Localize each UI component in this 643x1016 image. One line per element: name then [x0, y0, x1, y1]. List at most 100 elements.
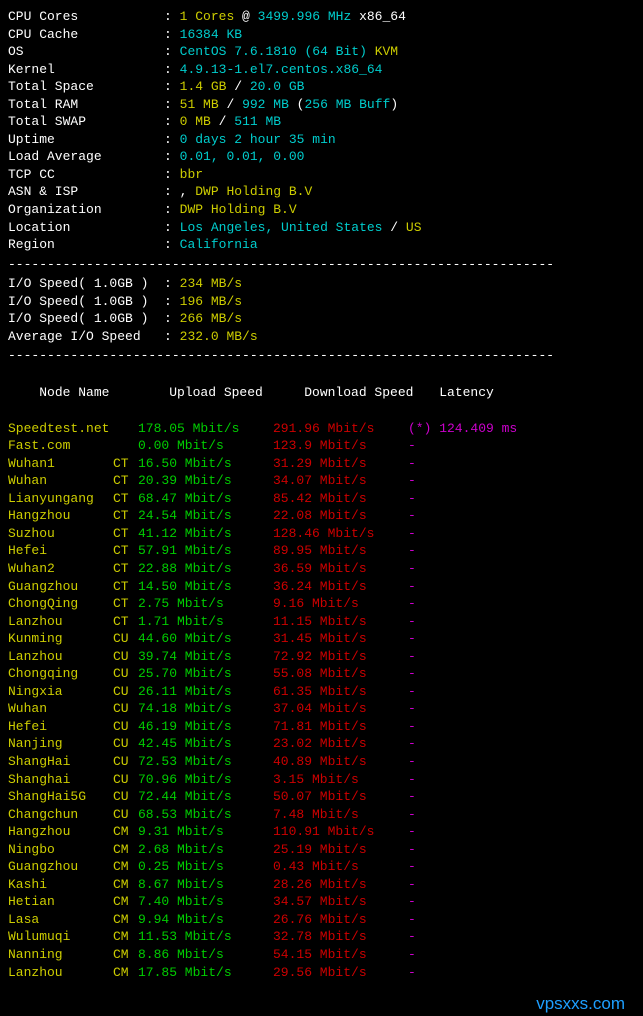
node-name: Changchun — [8, 806, 113, 824]
latency: - — [408, 472, 528, 490]
info-value: / — [382, 220, 405, 235]
colon: : — [164, 311, 180, 326]
node-tag: CM — [113, 928, 138, 946]
upload-speed: 178.05 Mbit/s — [138, 420, 273, 438]
node-tag: CM — [113, 893, 138, 911]
info-value: US — [406, 220, 422, 235]
colon: : — [164, 237, 180, 252]
latency: - — [408, 700, 528, 718]
info-row: Total RAM : 51 MB / 992 MB (256 MB Buff) — [8, 96, 635, 114]
divider: ----------------------------------------… — [8, 347, 635, 365]
info-value: Los Angeles, United States — [180, 220, 383, 235]
upload-speed: 9.31 Mbit/s — [138, 823, 273, 841]
download-speed: 22.08 Mbit/s — [273, 507, 408, 525]
header-upload: Upload Speed — [169, 384, 304, 402]
node-tag: CU — [113, 700, 138, 718]
info-label: Average I/O Speed — [8, 328, 164, 346]
upload-speed: 70.96 Mbit/s — [138, 771, 273, 789]
info-label: I/O Speed( 1.0GB ) — [8, 310, 164, 328]
info-value: 234 MB/s — [180, 276, 242, 291]
header-latency: Latency — [439, 384, 559, 402]
node-name: Guangzhou — [8, 858, 113, 876]
info-value: 20.0 GB — [250, 79, 305, 94]
upload-speed: 68.47 Mbit/s — [138, 490, 273, 508]
download-speed: 40.89 Mbit/s — [273, 753, 408, 771]
speedtest-row: HangzhouCT24.54 Mbit/s22.08 Mbit/s- — [8, 507, 635, 525]
io-speed-section: I/O Speed( 1.0GB ) : 234 MB/sI/O Speed( … — [8, 275, 635, 345]
download-speed: 31.45 Mbit/s — [273, 630, 408, 648]
info-value: 51 MB — [180, 97, 219, 112]
info-value: 0.01, 0.01, 0.00 — [180, 149, 305, 164]
info-row: Load Average : 0.01, 0.01, 0.00 — [8, 148, 635, 166]
upload-speed: 0.00 Mbit/s — [138, 437, 273, 455]
upload-speed: 44.60 Mbit/s — [138, 630, 273, 648]
latency: - — [408, 455, 528, 473]
info-label: I/O Speed( 1.0GB ) — [8, 275, 164, 293]
speedtest-row: Speedtest.net178.05 Mbit/s291.96 Mbit/s(… — [8, 420, 635, 438]
latency: - — [408, 771, 528, 789]
node-name: Nanning — [8, 946, 113, 964]
speedtest-row: ShangHai5GCU72.44 Mbit/s50.07 Mbit/s- — [8, 788, 635, 806]
info-value: 196 MB/s — [180, 294, 242, 309]
info-value: / — [226, 79, 249, 94]
info-label: Total SWAP — [8, 113, 164, 131]
info-value: DWP Holding B.V — [195, 184, 312, 199]
info-label: CPU Cache — [8, 26, 164, 44]
latency: - — [408, 560, 528, 578]
speedtest-table: Node NameUpload SpeedDownload SpeedLaten… — [8, 367, 635, 981]
speedtest-row: ShangHaiCU72.53 Mbit/s40.89 Mbit/s- — [8, 753, 635, 771]
download-speed: 89.95 Mbit/s — [273, 542, 408, 560]
node-tag: CM — [113, 823, 138, 841]
node-tag: CM — [113, 911, 138, 929]
header-node: Node Name — [39, 384, 169, 402]
info-label: TCP CC — [8, 166, 164, 184]
node-tag: CU — [113, 735, 138, 753]
upload-speed: 39.74 Mbit/s — [138, 648, 273, 666]
info-row: ASN & ISP : , DWP Holding B.V — [8, 183, 635, 201]
info-row: I/O Speed( 1.0GB ) : 234 MB/s — [8, 275, 635, 293]
node-name: ChongQing — [8, 595, 113, 613]
info-label: Total Space — [8, 78, 164, 96]
node-name: ShangHai5G — [8, 788, 113, 806]
node-tag: CU — [113, 648, 138, 666]
node-tag: CU — [113, 753, 138, 771]
node-name: Shanghai — [8, 771, 113, 789]
upload-speed: 8.86 Mbit/s — [138, 946, 273, 964]
info-row: TCP CC : bbr — [8, 166, 635, 184]
upload-speed: 72.53 Mbit/s — [138, 753, 273, 771]
download-speed: 55.08 Mbit/s — [273, 665, 408, 683]
info-row: CPU Cores : 1 Cores @ 3499.996 MHz x86_6… — [8, 8, 635, 26]
speedtest-row: NingboCM2.68 Mbit/s25.19 Mbit/s- — [8, 841, 635, 859]
upload-speed: 0.25 Mbit/s — [138, 858, 273, 876]
latency: - — [408, 683, 528, 701]
download-speed: 26.76 Mbit/s — [273, 911, 408, 929]
speedtest-row: HangzhouCM9.31 Mbit/s110.91 Mbit/s- — [8, 823, 635, 841]
speedtest-row: NanningCM8.86 Mbit/s54.15 Mbit/s- — [8, 946, 635, 964]
speedtest-row: Fast.com0.00 Mbit/s123.9 Mbit/s- — [8, 437, 635, 455]
node-tag: CM — [113, 841, 138, 859]
info-value: / — [219, 97, 242, 112]
latency: - — [408, 665, 528, 683]
node-tag: CM — [113, 858, 138, 876]
speedtest-row: GuangzhouCT14.50 Mbit/s36.24 Mbit/s- — [8, 578, 635, 596]
info-value: 0 days 2 hour 35 min — [180, 132, 336, 147]
latency: - — [408, 893, 528, 911]
node-name: Chongqing — [8, 665, 113, 683]
download-speed: 291.96 Mbit/s — [273, 420, 408, 438]
speedtest-row: ChangchunCU68.53 Mbit/s7.48 Mbit/s- — [8, 806, 635, 824]
upload-speed: 2.68 Mbit/s — [138, 841, 273, 859]
info-value: 511 MB — [234, 114, 281, 129]
colon: : — [164, 167, 180, 182]
latency: - — [408, 613, 528, 631]
speedtest-row: LanzhouCT1.71 Mbit/s11.15 Mbit/s- — [8, 613, 635, 631]
colon: : — [164, 220, 180, 235]
speedtest-row: LasaCM9.94 Mbit/s26.76 Mbit/s- — [8, 911, 635, 929]
speedtest-row: HetianCM7.40 Mbit/s34.57 Mbit/s- — [8, 893, 635, 911]
upload-speed: 17.85 Mbit/s — [138, 964, 273, 982]
upload-speed: 26.11 Mbit/s — [138, 683, 273, 701]
upload-speed: 41.12 Mbit/s — [138, 525, 273, 543]
colon: : — [164, 114, 180, 129]
upload-speed: 74.18 Mbit/s — [138, 700, 273, 718]
download-speed: 36.24 Mbit/s — [273, 578, 408, 596]
info-value: KVM — [375, 44, 398, 59]
